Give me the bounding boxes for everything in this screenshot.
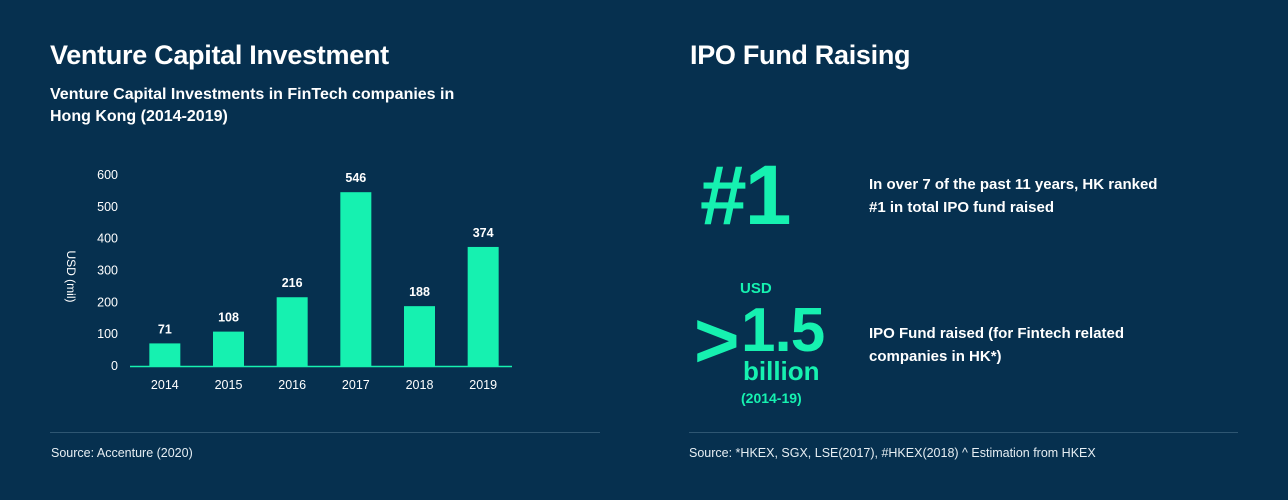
ipo-title: IPO Fund Raising — [690, 40, 911, 70]
x-tick-label: 2015 — [215, 378, 243, 392]
y-tick-label: 300 — [97, 264, 118, 278]
bar-2017 — [340, 192, 372, 366]
ipo-amount: 1.5 — [741, 296, 825, 365]
y-tick-label: 200 — [97, 295, 118, 309]
bar-value-label: 216 — [282, 276, 303, 290]
vc-source: Source: Accenture (2020) — [51, 446, 193, 460]
bar-value-label: 108 — [218, 311, 239, 325]
y-tick-label: 500 — [97, 200, 118, 214]
bar-value-label: 374 — [473, 226, 494, 240]
bar-2016 — [276, 297, 308, 366]
greater-than-symbol: > — [694, 296, 740, 384]
left-divider — [50, 432, 600, 433]
vc-bar-chart: USD (mil) 0 100 200 300 400 500 600 71 2014 108 201… — [50, 160, 520, 400]
right-divider — [689, 432, 1238, 433]
bar-value-label: 71 — [158, 322, 172, 336]
x-tick-label: 2018 — [406, 378, 434, 392]
vc-chart-subtitle: Venture Capital Investments in FinTech c… — [50, 86, 455, 125]
y-tick-label: 600 — [97, 168, 118, 182]
vc-bar-chart-svg: USD (mil) 0 100 200 300 400 500 600 71 2014 108 201… — [64, 168, 512, 392]
ipo-source: Source: *HKEX, SGX, LSE(2017), #HKEX(201… — [689, 446, 1096, 460]
ipo-period: (2014-19) — [741, 390, 802, 406]
rank-number: #1 — [700, 148, 791, 242]
bar-2014 — [149, 343, 181, 366]
y-tick-label: 0 — [111, 359, 118, 373]
x-tick-label: 2017 — [342, 378, 370, 392]
bar-value-label: 188 — [409, 285, 430, 299]
vc-title: Venture Capital Investment — [50, 40, 389, 70]
y-axis-label: USD (mil) — [64, 251, 78, 303]
y-tick-label: 100 — [97, 327, 118, 341]
x-tick-label: 2016 — [278, 378, 306, 392]
x-tick-label: 2014 — [151, 378, 179, 392]
bar-value-label: 546 — [345, 171, 366, 185]
x-tick-label: 2019 — [469, 378, 497, 392]
ipo-amount-unit: billion — [743, 356, 820, 386]
bar-2018 — [404, 306, 435, 366]
currency-label: USD — [740, 280, 772, 297]
bar-2019 — [467, 246, 499, 366]
y-tick-label: 400 — [97, 232, 118, 246]
rank-description: In over 7 of the past 11 years, HK ranke… — [869, 176, 1158, 216]
bar-2015 — [213, 331, 244, 366]
ipo-description: IPO Fund raised (for Fintech related com… — [869, 325, 1125, 365]
